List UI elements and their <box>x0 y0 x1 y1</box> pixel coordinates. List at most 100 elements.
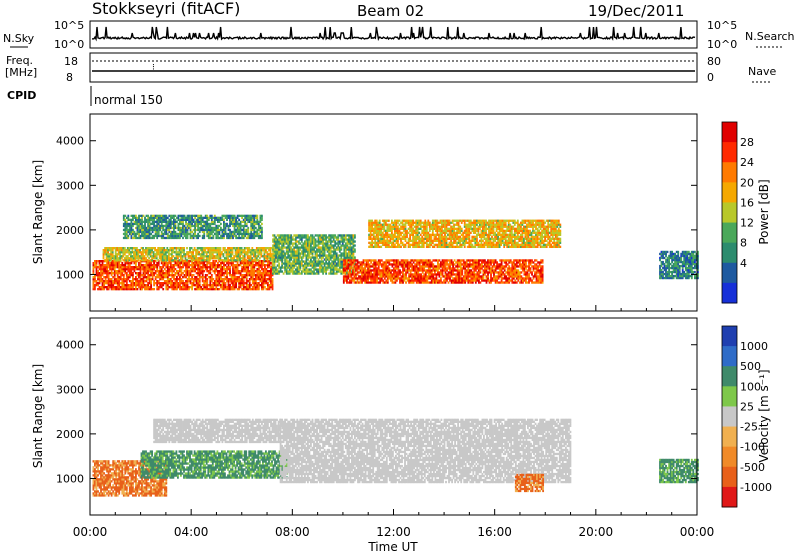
heatmap-cell <box>254 220 257 224</box>
heatmap-cell <box>437 281 439 284</box>
heatmap-cell <box>253 236 256 240</box>
heatmap-cell <box>157 226 160 230</box>
heatmap-cell <box>490 269 492 272</box>
heatmap-cell <box>273 268 276 271</box>
heatmap-cell <box>171 274 174 277</box>
heatmap-cell <box>142 220 145 224</box>
heatmap-cell <box>285 238 288 241</box>
heatmap-cell <box>109 280 112 283</box>
heatmap-cell <box>347 273 350 276</box>
heatmap-cell <box>224 216 227 220</box>
heatmap-cell <box>417 273 420 276</box>
heatmap-cell <box>168 236 171 240</box>
heatmap-cell <box>163 282 166 285</box>
heatmap-cell <box>148 247 151 250</box>
heatmap-cell <box>414 259 417 262</box>
heatmap-cell <box>156 264 159 267</box>
heatmap-cell <box>130 234 133 238</box>
heatmap-cell <box>241 266 244 269</box>
heatmap-cell <box>126 251 129 254</box>
heatmap-cell <box>235 272 238 275</box>
heatmap-cell <box>98 280 101 283</box>
heatmap-cell <box>261 218 263 222</box>
heatmap-cell <box>204 288 207 291</box>
heatmap-cell <box>291 272 294 275</box>
heatmap-cell <box>97 266 99 269</box>
heatmap-cell <box>194 232 197 236</box>
heatmap-cell <box>167 255 170 258</box>
heatmap-cell <box>346 261 348 264</box>
heatmap-cell <box>256 214 259 218</box>
heatmap-cell <box>243 259 246 262</box>
heatmap-cell <box>177 226 180 230</box>
heatmap-cell <box>218 278 221 281</box>
heatmap-cell <box>328 248 331 251</box>
heatmap-cell <box>119 276 122 279</box>
heatmap-cell <box>474 259 477 262</box>
heatmap-cell <box>380 273 383 276</box>
heatmap-cell <box>262 286 265 289</box>
heatmap-cell <box>112 288 115 291</box>
heatmap-cell <box>233 220 236 224</box>
heatmap-cell <box>132 266 134 269</box>
heatmap-cell <box>348 252 350 255</box>
heatmap-cell <box>349 242 352 245</box>
heatmap-cell <box>332 266 335 269</box>
heatmap-cell <box>307 256 309 259</box>
heatmap-cell <box>173 236 175 240</box>
heatmap-cell <box>348 248 350 251</box>
heatmap-cell <box>370 273 373 276</box>
heatmap-cell <box>268 286 271 289</box>
heatmap-cell <box>169 280 172 283</box>
heatmap-cell <box>241 270 244 273</box>
heatmap-cell <box>488 281 491 284</box>
heatmap-cell <box>185 276 187 279</box>
heatmap-cell <box>390 263 392 266</box>
heatmap-cell <box>106 276 109 279</box>
heatmap-cell <box>262 274 265 277</box>
heatmap-cell <box>230 249 232 252</box>
heatmap-cell <box>400 281 403 284</box>
heatmap-cell <box>109 284 112 287</box>
heatmap-cell <box>446 279 448 282</box>
heatmap-cell <box>268 274 271 277</box>
heatmap-cell <box>133 278 136 281</box>
heatmap-cell <box>156 234 159 238</box>
heatmap-cell <box>165 236 168 240</box>
heatmap-cell <box>242 218 245 222</box>
heatmap-cell <box>285 236 288 239</box>
heatmap-cell <box>147 226 150 230</box>
heatmap-cell <box>367 265 370 268</box>
heatmap-cell <box>156 226 159 230</box>
heatmap-cell <box>399 279 401 282</box>
heatmap-cell <box>288 250 291 253</box>
heatmap-cell <box>400 261 403 264</box>
heatmap-cell <box>135 222 137 226</box>
heatmap-cell <box>473 275 476 278</box>
heatmap-cell <box>323 266 326 269</box>
heatmap-cell <box>145 249 147 252</box>
heatmap-cell <box>104 280 107 283</box>
heatmap-cell <box>198 220 201 224</box>
heatmap-cell <box>190 247 193 250</box>
heatmap-cell <box>104 259 107 262</box>
heatmap-cell <box>185 262 187 265</box>
heatmap-cell <box>125 251 128 254</box>
heatmap-cell <box>142 286 145 289</box>
heatmap-cell <box>294 264 297 267</box>
heatmap-cell <box>102 251 105 254</box>
heatmap-cell <box>127 274 130 277</box>
heatmap-cell <box>148 234 151 238</box>
heatmap-cell <box>322 240 325 243</box>
heatmap-cell <box>429 259 432 262</box>
heatmap-cell <box>128 286 131 289</box>
heatmap-cell <box>166 247 169 250</box>
heatmap-cell <box>449 271 451 274</box>
heatmap-cell <box>236 214 239 218</box>
heatmap-cell <box>139 266 142 269</box>
heatmap-cell <box>154 216 157 220</box>
heatmap-cell <box>221 218 224 222</box>
heatmap-cell <box>121 268 124 271</box>
heatmap-cell <box>272 253 275 256</box>
heatmap-cell <box>239 222 242 226</box>
